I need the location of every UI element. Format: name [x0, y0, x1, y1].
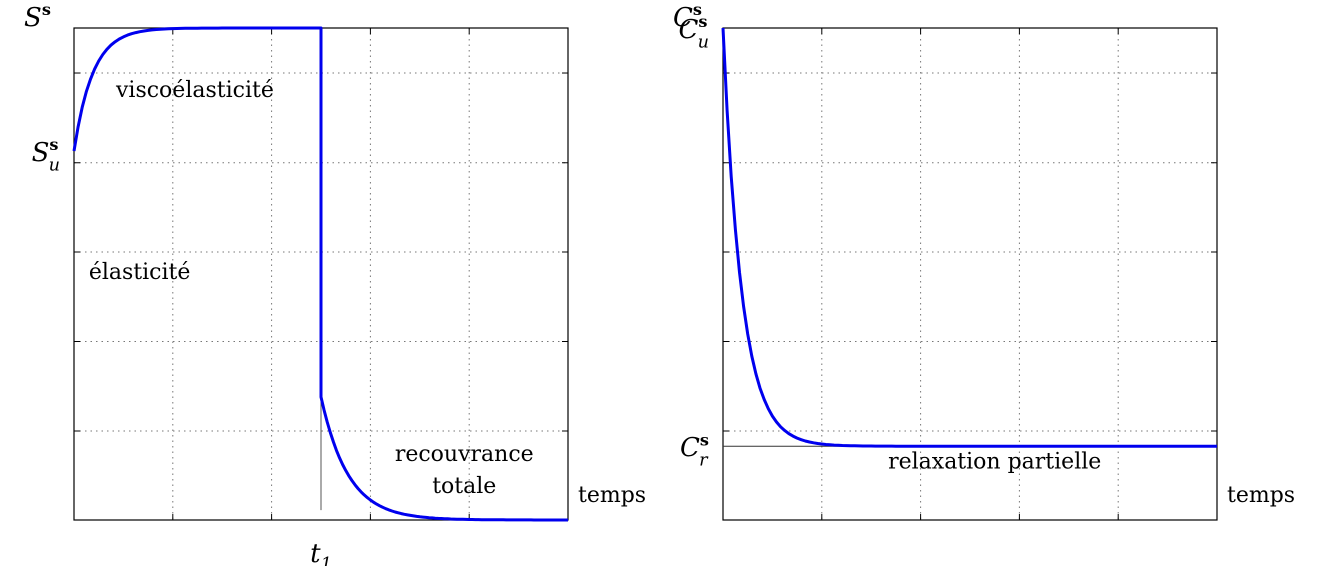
y-axis-label: Ss [24, 0, 51, 33]
y-tick-label-u: Cs u [679, 12, 709, 52]
y-tick-label-u: Ss u [32, 135, 60, 175]
series-line [721, 27, 1217, 448]
annotation-label: totale [432, 474, 496, 499]
y-tick-label-r: Cs r [680, 430, 709, 470]
plot-frame [722, 27, 1218, 521]
annotation-label: viscoélasticité [115, 78, 274, 103]
annotation-label: élasticité [89, 260, 191, 285]
annotation-label: relaxation partielle [888, 449, 1101, 474]
series-line [72, 26, 568, 522]
annotation-label: recouvrance [395, 442, 534, 467]
relaxation-chart: Cs temps Cs u Cs r relaxation partielle [673, 0, 1295, 521]
y-axis-label: Cs [673, 0, 702, 33]
x-tick-label-t1: t1 [310, 539, 332, 566]
x-axis-label: temps [578, 483, 646, 508]
x-axis-label: temps [1227, 483, 1295, 508]
creep-chart: t1 Ss temps Ss u viscoélasticité élasticité rec… [24, 0, 646, 566]
